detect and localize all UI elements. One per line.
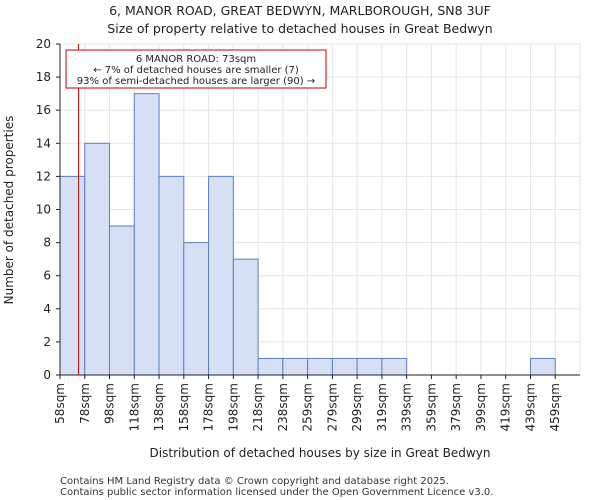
histogram-bar (282, 357, 309, 376)
y-tick-label: 18 (36, 70, 51, 84)
histogram-bar (109, 225, 135, 376)
annotation-box (65, 49, 327, 89)
chart-title-subtitle: Size of property relative to detached ho… (107, 21, 492, 36)
y-axis-label: Number of detached properties (2, 116, 16, 305)
x-tick-label: 138sqm (152, 383, 166, 431)
annotation-text: 6 MANOR ROAD: 73sqm (136, 54, 256, 65)
x-tick-label: 439sqm (523, 383, 537, 431)
x-tick-label: 78sqm (78, 383, 92, 424)
annotation-text: 93% of semi-detached houses are larger (… (77, 76, 315, 87)
x-tick-label: 58sqm (53, 383, 67, 424)
histogram-bar (84, 142, 111, 376)
y-tick-label: 12 (36, 169, 51, 183)
y-tick-label: 6 (43, 269, 51, 283)
histogram-bar (208, 175, 234, 376)
y-tick-label: 20 (36, 37, 51, 51)
x-tick-label: 178sqm (202, 383, 216, 431)
histogram-bar (133, 93, 160, 376)
x-tick-label: 459sqm (548, 383, 562, 431)
x-tick-label: 238sqm (276, 383, 290, 431)
x-tick-label: 279sqm (325, 383, 339, 431)
y-tick-label: 16 (36, 103, 51, 117)
plot-area: 0 2 4 6 8 10 12 14 16 18 20 58sqm 78sqm 98sqm 118sqm 13… (36, 37, 581, 431)
y-tick-label: 8 (43, 236, 51, 250)
x-tick-label: 399sqm (474, 383, 488, 431)
x-tick-label: 158sqm (177, 383, 191, 431)
x-tick-label: 218sqm (251, 383, 265, 431)
y-tick-label: 4 (43, 302, 51, 316)
histogram-bar (381, 357, 408, 376)
histogram-bar (331, 357, 358, 376)
x-axis-label: Distribution of detached houses by size … (150, 446, 491, 460)
histogram-bar (356, 357, 383, 376)
histogram-bar (158, 175, 185, 376)
x-tick-label: 259sqm (301, 383, 315, 431)
x-tick-label: 299sqm (350, 383, 364, 431)
histogram-bar (183, 242, 210, 376)
histogram-bar (257, 357, 284, 376)
x-tick-label: 339sqm (400, 383, 414, 431)
x-tick-label: 198sqm (226, 383, 240, 431)
y-tick-label: 2 (43, 335, 51, 349)
histogram-bar (59, 175, 86, 376)
x-tick-label: 98sqm (103, 383, 117, 424)
x-tick-label: 379sqm (449, 383, 463, 431)
x-tick-label: 419sqm (499, 383, 513, 431)
y-tick-label: 14 (36, 136, 51, 150)
chart-title-address: 6, MANOR ROAD, GREAT BEDWYN, MARLBOROUGH… (109, 3, 491, 18)
x-tick-label: 319sqm (375, 383, 389, 431)
y-tick-label: 0 (43, 368, 51, 382)
annotation-text: ← 7% of detached houses are smaller (7) (93, 65, 299, 76)
histogram-bar (307, 357, 333, 376)
x-tick-label: 118sqm (127, 383, 141, 431)
histogram-bar (529, 357, 556, 376)
footer-copyright: Contains HM Land Registry data © Crown c… (60, 476, 449, 487)
y-tick-label: 10 (36, 203, 51, 217)
histogram-bar (232, 258, 259, 376)
footer-licence: Contains public sector information licen… (60, 487, 493, 498)
x-tick-label: 359sqm (424, 383, 438, 431)
